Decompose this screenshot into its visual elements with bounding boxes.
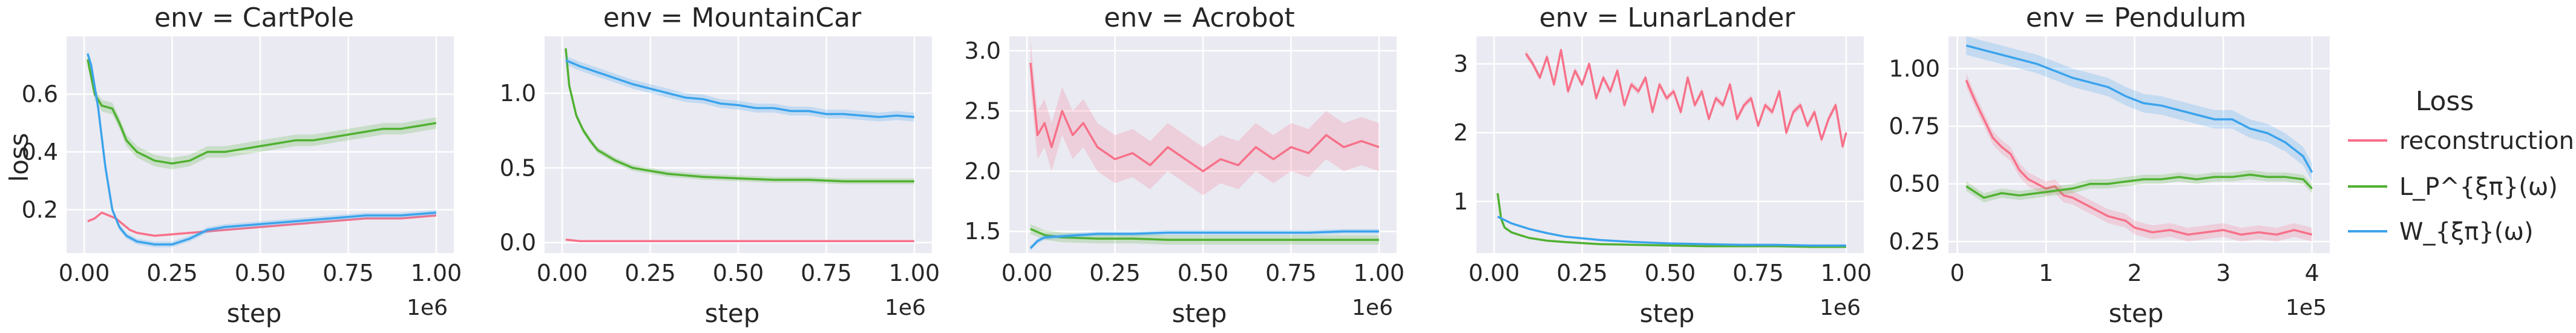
series-line-lp: [565, 48, 914, 183]
x-tick-label: 0.25: [1556, 260, 1608, 286]
x-tick-label: 0.00: [59, 260, 110, 286]
series-line-reconstruction: [87, 211, 437, 237]
y-tick-label: 0.50: [1889, 171, 1940, 197]
x-offset-label: 1e6: [885, 295, 926, 320]
x-axis-label: step: [2109, 298, 2164, 328]
panel-mountaincar: 0.00 0.25 0.50 0.75 1.00 0.0 0.5 1.0 env = Moun…: [500, 2, 940, 328]
plot-area: 0.00 0.25 0.50 0.75 1.00 1.5 2.0 2.5 3.0: [965, 36, 1405, 286]
x-tick-label: 1: [2039, 260, 2053, 286]
y-tick-label: 1: [1454, 188, 1468, 215]
x-offset-label: 1e5: [2286, 295, 2327, 320]
series-band-reconstruction: [1030, 39, 1379, 196]
legend-entry-w: W_{ξπ}(ω): [2348, 218, 2534, 246]
x-tick-label: 4: [2305, 260, 2319, 286]
y-tick-label: 0.75: [1889, 113, 1940, 140]
y-tick-label: 0.0: [500, 229, 536, 256]
y-tick-label: 2: [1454, 119, 1468, 146]
x-tick-label: 0.00: [1469, 260, 1520, 286]
y-tick-label: 1.00: [1889, 55, 1940, 82]
x-tick-label: 0.25: [1089, 260, 1141, 286]
x-offset-label: 1e6: [1820, 295, 1861, 320]
y-tick-label: 1.5: [965, 218, 1001, 245]
y-tick-label: 0.2: [22, 196, 58, 223]
x-axis-label: step: [1172, 298, 1227, 328]
series-line-reconstruction: [565, 239, 914, 242]
panel-title: env = MountainCar: [603, 2, 862, 33]
series-line-reconstruction: [1525, 48, 1847, 148]
x-tick-label: 0.75: [1265, 260, 1317, 286]
y-tick-label: 1.0: [500, 80, 536, 107]
x-tick-label: 1.00: [1354, 260, 1405, 286]
series-line-w: [1965, 44, 2313, 173]
y-tick-label: 3.0: [965, 38, 1001, 64]
y-tick-label: 0.6: [22, 81, 58, 107]
x-tick-label: 0.25: [624, 260, 676, 286]
x-tick-label: 0: [1950, 260, 1965, 286]
panel-title: env = CartPole: [154, 2, 354, 33]
x-tick-label: 0.00: [537, 260, 588, 286]
panel-title: env = Acrobot: [1104, 2, 1295, 33]
x-tick-label: 0.00: [1001, 260, 1053, 286]
x-offset-label: 1e6: [407, 295, 448, 320]
series-line-w: [87, 53, 437, 246]
x-tick-label: 1.00: [411, 260, 462, 286]
y-tick-label: 0.4: [22, 139, 58, 165]
y-axis-label: loss: [4, 133, 34, 182]
series-line-reconstruction: [1029, 62, 1380, 173]
x-tick-label: 2: [2128, 260, 2142, 286]
x-tick-label: 1.00: [889, 260, 940, 286]
panel-lunarlander: 0.00 0.25 0.50 0.75 1.00 1 2 3 env = LunarLande…: [1454, 2, 1872, 328]
y-tick-label: 2.5: [965, 97, 1001, 124]
series-band-w: [565, 56, 914, 122]
panel-title: env = Pendulum: [2026, 2, 2247, 33]
legend-title: Loss: [2416, 86, 2474, 117]
x-tick-label: 3: [2216, 260, 2230, 286]
legend-label-reconstruction: reconstruction: [2399, 127, 2574, 155]
y-tick-label: 0.5: [500, 154, 536, 181]
x-axis-label: step: [227, 298, 282, 328]
panel-title: env = LunarLander: [1539, 2, 1796, 33]
x-axis-label: step: [1640, 298, 1695, 328]
legend: Loss reconstruction L_P^{ξπ}(ω) W_{ξπ}(ω…: [2348, 86, 2574, 246]
x-tick-label: 0.25: [146, 260, 198, 286]
plot-area: 0.00 0.25 0.50 0.75 1.00 0.2 0.4 0.6: [22, 36, 462, 286]
x-axis-label: step: [705, 298, 760, 328]
series-line-reconstruction: [1965, 79, 2313, 236]
x-tick-label: 0.50: [1645, 260, 1696, 286]
x-tick-label: 0.50: [1178, 260, 1229, 286]
plot-area: 0.00 0.25 0.50 0.75 1.00 1 2 3: [1454, 36, 1872, 286]
series-line-w: [1029, 230, 1379, 249]
x-tick-label: 0.75: [1732, 260, 1784, 286]
y-tick-label: 2.0: [965, 158, 1001, 185]
series-line-w: [565, 59, 915, 119]
y-tick-label: 3: [1454, 50, 1468, 77]
plot-background: [1948, 36, 2330, 253]
series-line-w: [1497, 216, 1846, 247]
x-tick-label: 1.00: [1821, 260, 1872, 286]
series-line-lp: [87, 59, 437, 165]
plot-area: 0.00 0.25 0.50 0.75 1.00 0.0 0.5 1.0: [500, 36, 940, 286]
series-band-w: [1966, 36, 2312, 182]
series-line-lp: [1496, 193, 1846, 248]
legend-entry-reconstruction: reconstruction: [2348, 127, 2574, 155]
x-tick-label: 0.75: [801, 260, 852, 286]
legend-entry-lp: L_P^{ξπ}(ω): [2348, 173, 2558, 201]
x-offset-label: 1e6: [1352, 295, 1393, 320]
y-tick-label: 0.25: [1889, 228, 1940, 255]
panel-acrobot: 0.00 0.25 0.50 0.75 1.00 1.5 2.0 2.5 3.0 env = A…: [965, 2, 1405, 328]
series-band-lp: [1966, 170, 2312, 203]
panel-cartpole: 0.00 0.25 0.50 0.75 1.00 0.2 0.4 0.6 env = Cart…: [4, 2, 462, 328]
x-tick-label: 0.75: [323, 260, 374, 286]
x-tick-label: 0.50: [235, 260, 286, 286]
x-tick-label: 0.50: [713, 260, 764, 286]
legend-label-w: W_{ξπ}(ω): [2399, 218, 2534, 246]
legend-label-lp: L_P^{ξπ}(ω): [2399, 173, 2558, 201]
panel-pendulum: 0 1 2 3 4 0.25 0.50 0.75 1.00 env = Pendulum ste…: [1889, 2, 2330, 328]
series-line-lp: [1965, 173, 2313, 199]
plot-area: 0 1 2 3 4 0.25 0.50 0.75 1.00: [1889, 36, 2330, 286]
